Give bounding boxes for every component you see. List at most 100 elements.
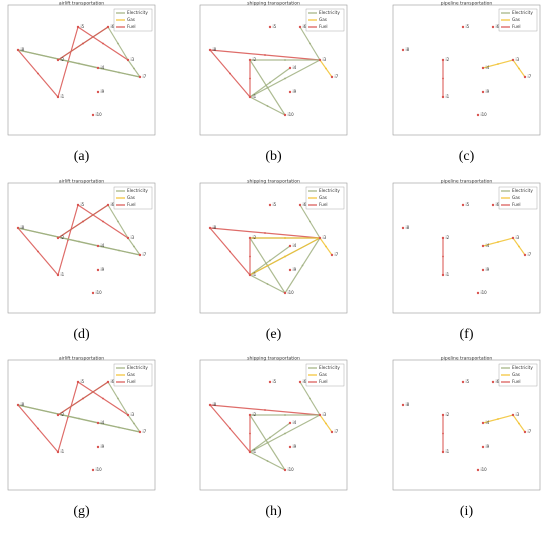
panel-label: (i): [460, 504, 474, 519]
node-label: i10: [288, 467, 295, 472]
node: [76, 203, 80, 207]
node: [56, 273, 60, 277]
node-label: i10: [481, 290, 488, 295]
node: [138, 430, 142, 434]
node-label: i4: [293, 243, 297, 248]
node-label: i3: [131, 57, 135, 62]
edge-arrow: [117, 397, 119, 400]
node-label: i8: [213, 225, 217, 230]
edge-arrow: [102, 220, 104, 223]
legend-box: [305, 363, 345, 387]
node-label: i5: [273, 379, 277, 384]
node: [318, 413, 322, 417]
node: [481, 421, 485, 425]
edge-arrow: [264, 409, 266, 411]
node: [208, 226, 212, 230]
node-label: i9: [101, 444, 105, 449]
edge-arrow: [78, 62, 80, 65]
node: [330, 75, 334, 79]
panel-label: (a): [74, 149, 90, 164]
node: [481, 445, 485, 449]
node: [268, 203, 272, 207]
node: [441, 236, 445, 240]
node: [481, 66, 485, 70]
node-label: i8: [406, 402, 410, 407]
legend-label: Electricity: [512, 365, 533, 370]
panel-label: (e): [266, 327, 282, 342]
edge-arrow: [78, 240, 80, 243]
node: [248, 236, 252, 240]
edge-arrow: [118, 426, 120, 429]
panel-title: shipping transportation: [247, 356, 300, 362]
panel-title: pipeline transportation: [441, 179, 493, 185]
node-label: i6: [303, 202, 307, 207]
node-label: i8: [21, 225, 25, 230]
legend-label: Electricity: [127, 188, 148, 193]
legend-box: [498, 363, 538, 387]
node-label: i8: [213, 402, 217, 407]
node: [401, 226, 405, 230]
node-label: i2: [61, 412, 65, 417]
edge-arrow: [78, 417, 80, 420]
node-label: i3: [323, 235, 327, 240]
node: [248, 413, 252, 417]
node: [56, 236, 60, 240]
node: [76, 25, 80, 29]
node: [283, 468, 287, 472]
node-label: i10: [288, 290, 295, 295]
edge-arrow: [82, 220, 84, 223]
legend-label: Electricity: [319, 10, 340, 15]
node-label: i3: [323, 412, 327, 417]
node: [298, 25, 302, 29]
node-label: i6: [496, 24, 500, 29]
node-label: i8: [21, 47, 25, 52]
node: [298, 380, 302, 384]
node: [511, 236, 515, 240]
node-label: i6: [303, 379, 307, 384]
node-label: i5: [273, 202, 277, 207]
edge-arrow: [497, 418, 499, 420]
node-label: i2: [253, 412, 257, 417]
node-label: i2: [253, 235, 257, 240]
node-label: i7: [528, 74, 532, 79]
edge-arrow: [266, 105, 269, 107]
node-label: i1: [446, 94, 450, 99]
legend-label: Gas: [512, 372, 520, 377]
node-label: i9: [486, 267, 490, 272]
node: [481, 244, 485, 248]
legend-label: Gas: [512, 195, 520, 200]
node: [481, 268, 485, 272]
edge-arrow: [442, 432, 444, 435]
edge-arrow: [37, 250, 39, 253]
legend-box: [498, 8, 538, 32]
node-label: i10: [96, 290, 103, 295]
node: [248, 58, 252, 62]
edge-arrow: [284, 59, 286, 61]
legend-label: Gas: [512, 17, 520, 22]
node: [208, 48, 212, 52]
node-label: i8: [406, 47, 410, 52]
node-label: i5: [466, 379, 470, 384]
node: [523, 253, 527, 257]
node: [96, 268, 100, 272]
node-label: i7: [335, 252, 339, 257]
legend-label: Fuel: [512, 24, 521, 29]
node-label: i1: [253, 94, 257, 99]
panel: shipping transportation i1 i2 i3 i4 i5 i6 i7 i8 i…: [199, 179, 348, 314]
node: [56, 58, 60, 62]
panel-label: (d): [73, 327, 90, 342]
node: [268, 25, 272, 29]
edge-arrow: [309, 397, 311, 400]
legend-box: [113, 186, 153, 210]
node-label: i2: [253, 57, 257, 62]
edge-arrow: [497, 241, 499, 243]
node-label: i7: [143, 429, 147, 434]
node-label: i8: [21, 402, 25, 407]
node-label: i1: [61, 272, 65, 277]
edge-arrow: [37, 72, 39, 75]
legend-label: Fuel: [512, 379, 521, 384]
node-label: i10: [481, 112, 488, 117]
node: [16, 403, 20, 407]
node: [441, 95, 445, 99]
